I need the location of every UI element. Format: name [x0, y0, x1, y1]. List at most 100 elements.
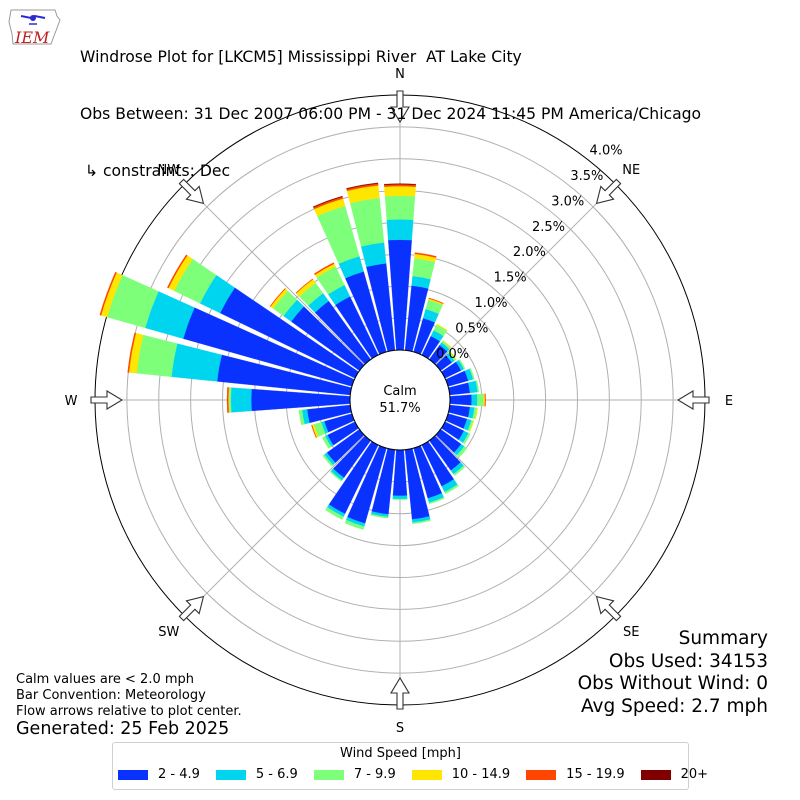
- avg-speed: Avg Speed: 2.7 mph: [580, 695, 768, 717]
- legend-item: 15 - 19.9: [526, 767, 625, 782]
- wind-bar-segment: [412, 519, 431, 525]
- wind-bar-segment: [456, 446, 468, 458]
- wind-bar-segment: [311, 424, 317, 438]
- legend-items: 2 - 4.9 5 - 6.9 7 - 9.9 10 - 14.9 15 - 19.9 2…: [118, 767, 708, 782]
- wind-bars: [99, 182, 486, 530]
- wind-bar-segment: [136, 334, 178, 377]
- wind-bar-segment: [322, 435, 332, 449]
- wind-bar-segment: [475, 380, 480, 393]
- legend: Wind Speed [mph] 2 - 4.9 5 - 6.9 7 - 9.9 10…: [112, 742, 708, 790]
- wind-bar-segment: [329, 470, 343, 482]
- calm-note: Calm values are < 2.0 mph: [16, 672, 195, 687]
- legend-item: 7 - 9.9: [313, 767, 396, 782]
- radial-tick-labels: 0.0% 0.5% 1.0% 1.5% 2.0% 2.5% 3.0% 3.5% 4.0%: [436, 143, 622, 362]
- grid-spoke: [435, 183, 617, 365]
- compass-label: SW: [158, 625, 179, 640]
- wind-bar-segment: [313, 262, 335, 276]
- wind-bar-segment: [477, 393, 484, 407]
- compass-label: N: [395, 67, 405, 82]
- title-line-2: Obs Between: 31 Dec 2007 06:00 PM - 31 D…: [80, 105, 702, 123]
- radial-tick-label: 3.0%: [551, 194, 584, 209]
- legend-item: 2 - 4.9: [118, 767, 200, 782]
- legend-label: 20+: [680, 767, 709, 782]
- legend-label: 15 - 19.9: [566, 767, 625, 782]
- title-line-3: ↳ constraints: Dec: [80, 162, 231, 180]
- wind-bar-segment: [469, 368, 475, 380]
- wind-bar-segment: [167, 254, 188, 289]
- calm-value: 51.7%: [379, 401, 420, 416]
- wind-bar-segment: [344, 519, 365, 530]
- wind-bar-segment: [312, 195, 343, 208]
- flow-arrows: [90, 90, 710, 710]
- radial-tick-label: 4.0%: [590, 143, 623, 158]
- chart-title: Windrose Plot for [LKCM5] Mississippi Ri…: [80, 10, 701, 200]
- wind-bar-segment: [295, 278, 314, 294]
- wind-bar-segment: [346, 182, 379, 190]
- legend-label: 7 - 9.9: [353, 767, 396, 782]
- compass-label: NE: [622, 163, 640, 178]
- title-line-1: Windrose Plot for [LKCM5] Mississippi Ri…: [80, 48, 522, 66]
- legend-swatch: [411, 769, 442, 780]
- wind-bar-segment: [471, 394, 478, 406]
- wind-bar-segment: [484, 393, 486, 407]
- obs-used: Obs Used: 34153: [608, 650, 768, 672]
- legend-item: 20+: [640, 767, 709, 782]
- iem-logo: IEM: [5, 6, 63, 50]
- grid-spoke: [183, 183, 365, 365]
- legend-swatch: [526, 769, 557, 780]
- flow-arrow-icon: [390, 90, 410, 124]
- wind-bar-segment: [449, 394, 472, 406]
- legend-label: 10 - 14.9: [451, 767, 511, 782]
- wind-bar-segment: [392, 449, 408, 497]
- wind-bar-segment: [428, 497, 445, 505]
- wind-bar-segment: [442, 340, 452, 348]
- flow-arrow-icon: [178, 595, 205, 622]
- wind-bar-segment: [474, 407, 478, 420]
- calm-label: Calm: [383, 384, 416, 399]
- radial-tick-label: 1.0%: [474, 296, 507, 311]
- radial-tick-label: 3.5%: [570, 169, 603, 184]
- legend-label: 2 - 4.9: [158, 767, 200, 782]
- wind-bar-segment: [449, 351, 457, 360]
- plot-notes: Calm values are < 2.0 mph Bar Convention…: [16, 672, 242, 720]
- compass-label: W: [65, 394, 78, 409]
- radial-tick-label: 0.0%: [436, 347, 469, 362]
- wind-bar-segment: [325, 507, 344, 520]
- wind-bar-segment: [298, 409, 305, 426]
- wind-bar-segment: [469, 420, 475, 432]
- wind-bar-segment: [269, 288, 286, 307]
- wind-bar-segment: [444, 484, 459, 495]
- wind-bar-segment: [226, 387, 229, 413]
- wind-bar-segment: [458, 359, 466, 370]
- wind-bar-segment: [462, 432, 471, 445]
- wind-bar-segment: [360, 242, 387, 268]
- wind-bar-segment: [436, 323, 448, 331]
- grid-spoke: [435, 435, 617, 617]
- wind-bar-segment: [322, 454, 334, 467]
- compass-labels: N NE E SE S SW W NW: [65, 67, 734, 736]
- wind-bar-segment: [386, 219, 414, 241]
- legend-title: Wind Speed [mph]: [340, 746, 461, 761]
- summary-title: Summary: [678, 628, 768, 649]
- flow-arrow-icon: [595, 178, 622, 205]
- bar-convention-note: Bar Convention: Meteorology: [16, 688, 206, 703]
- wind-bar-segment: [370, 513, 389, 519]
- generated-date: Generated: 25 Feb 2025: [16, 719, 230, 739]
- wind-bar-segment: [350, 197, 385, 247]
- obs-without-wind: Obs Without Wind: 0: [577, 673, 768, 694]
- compass-label: NW: [157, 163, 180, 178]
- wind-bar-segment: [453, 465, 466, 476]
- wind-bar-segment: [412, 258, 436, 280]
- legend-swatch: [313, 769, 344, 780]
- wind-bar-segment: [414, 252, 437, 258]
- radial-tick-label: 1.5%: [494, 271, 527, 286]
- radial-tick-label: 2.0%: [513, 245, 546, 260]
- compass-label: SE: [623, 625, 639, 640]
- legend-item: 10 - 14.9: [411, 767, 511, 782]
- flow-arrow-note: Flow arrows relative to plot center.: [16, 704, 242, 719]
- legend-swatch: [118, 769, 148, 780]
- flow-arrow-icon: [595, 595, 622, 622]
- radial-tick-label: 0.5%: [455, 322, 488, 337]
- wind-bar-segment: [383, 183, 417, 185]
